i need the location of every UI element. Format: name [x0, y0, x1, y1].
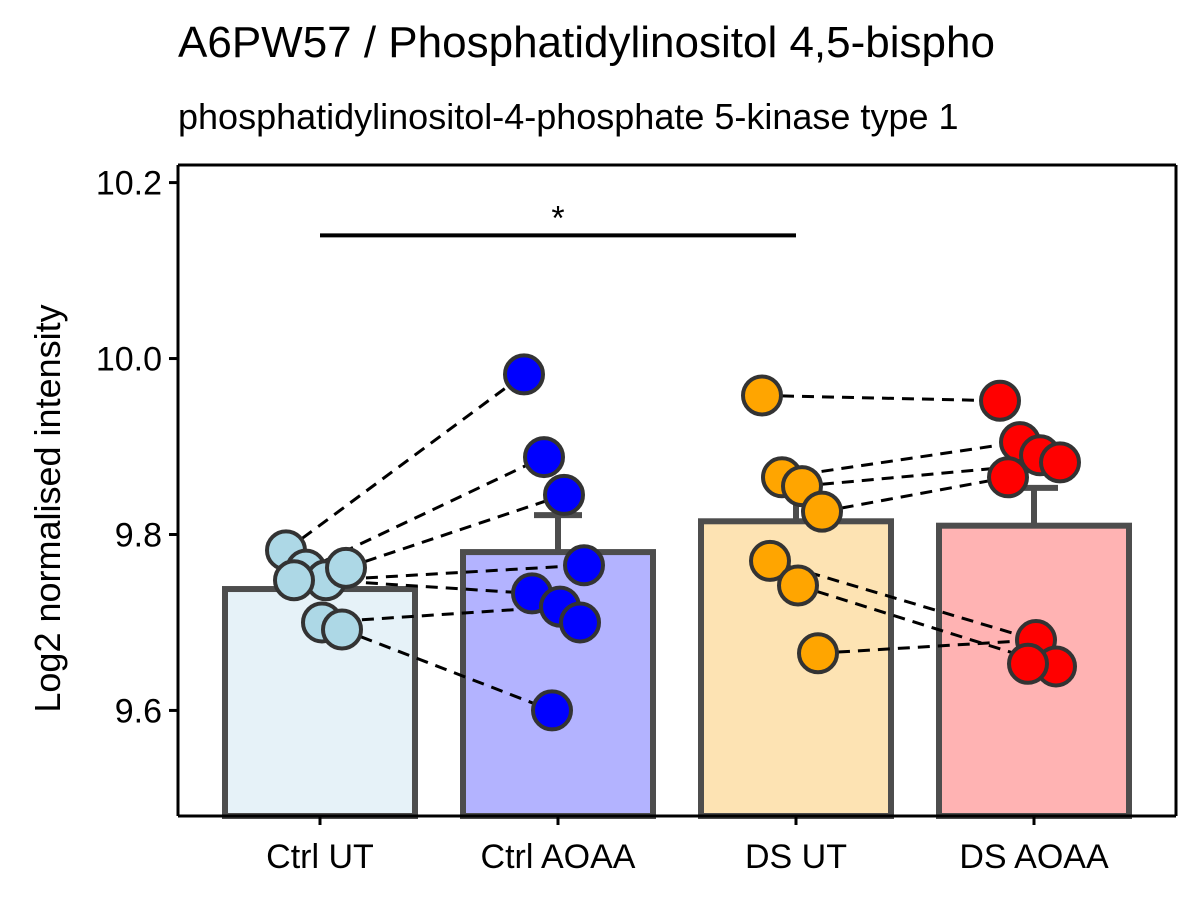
- paired-line-2: [345, 493, 565, 570]
- data-point: [321, 608, 363, 651]
- data-point: [503, 353, 545, 396]
- chart-subtitle: phosphatidylinositol-4-phosphate 5-kinas…: [178, 96, 959, 137]
- y-axis-label: Log2 normalised intensity: [27, 304, 68, 712]
- data-point: [325, 546, 367, 589]
- paired-line-13: [817, 638, 1037, 655]
- paired-line-3: [325, 563, 585, 582]
- data-point: [797, 632, 839, 675]
- paired-line-7: [761, 393, 1001, 403]
- paired-line-4: [325, 578, 533, 595]
- data-point: [559, 601, 601, 644]
- y-tick-label: 10.2: [96, 165, 162, 203]
- data-point: [801, 490, 843, 533]
- paired-line-6: [341, 628, 553, 712]
- data-point: [563, 544, 605, 587]
- data-point: [1007, 642, 1049, 685]
- chart-title: A6PW57 / Phosphatidylinositol 4,5-bispho: [178, 18, 995, 67]
- data-point: [273, 559, 315, 602]
- y-tick-label: 9.8: [115, 516, 162, 554]
- x-tick-label: Ctrl UT: [266, 838, 374, 876]
- paired-line-8: [781, 440, 1021, 479]
- data-point: [523, 436, 565, 479]
- paired-line-10: [821, 475, 1009, 514]
- data-point: [749, 539, 791, 582]
- paired-line-9: [801, 460, 1061, 488]
- paired-line-0: [285, 373, 525, 552]
- data-point: [1039, 441, 1081, 484]
- x-tick-label: DS AOAA: [959, 838, 1109, 876]
- x-tick-label: DS UT: [745, 838, 847, 876]
- significance-label: *: [551, 199, 564, 237]
- x-tick-label: Ctrl AOAA: [481, 838, 636, 876]
- y-tick-label: 10.0: [96, 341, 162, 379]
- data-point: [741, 374, 783, 417]
- data-point: [979, 379, 1021, 422]
- data-point: [531, 689, 573, 732]
- y-tick-label: 9.6: [115, 692, 162, 730]
- data-point: [777, 564, 819, 607]
- data-point: [543, 473, 585, 516]
- data-point: [987, 456, 1029, 499]
